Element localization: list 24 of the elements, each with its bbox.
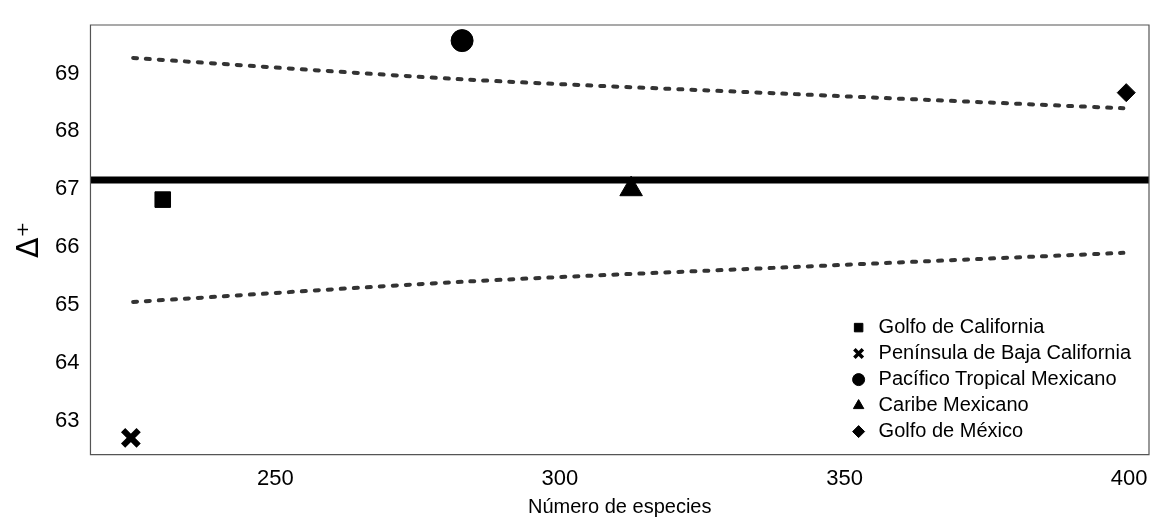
point bbox=[120, 427, 142, 449]
y-tick-label: 63 bbox=[54, 406, 80, 432]
x-tick-label: 350 bbox=[826, 464, 863, 490]
y-tick-label: 67 bbox=[54, 175, 80, 201]
point bbox=[154, 191, 172, 208]
x-tick-label: 250 bbox=[257, 464, 294, 490]
y-axis-title: Δ⁺ bbox=[9, 221, 45, 258]
x-tick-label: 400 bbox=[1110, 464, 1148, 490]
point bbox=[1116, 83, 1136, 103]
point bbox=[450, 29, 474, 53]
legend-label: Golfo de México bbox=[878, 419, 1024, 442]
x-tick-label: 300 bbox=[541, 464, 579, 490]
legend-label: Península de Baja California bbox=[878, 341, 1132, 364]
y-tick-label: 69 bbox=[54, 59, 80, 85]
x-axis-title: Número de especies bbox=[528, 494, 712, 517]
legend-label: Pacífico Tropical Mexicano bbox=[878, 367, 1117, 390]
legend-label: Golfo de California bbox=[878, 315, 1046, 338]
line-series bbox=[131, 250, 1126, 304]
y-tick-label: 64 bbox=[54, 348, 80, 374]
y-tick-label: 68 bbox=[54, 117, 80, 143]
legend-label: Caribe Mexicano bbox=[878, 393, 1029, 416]
y-tick-label: 65 bbox=[54, 290, 80, 316]
y-tick-label: 66 bbox=[54, 233, 80, 259]
line-series bbox=[131, 55, 1126, 111]
